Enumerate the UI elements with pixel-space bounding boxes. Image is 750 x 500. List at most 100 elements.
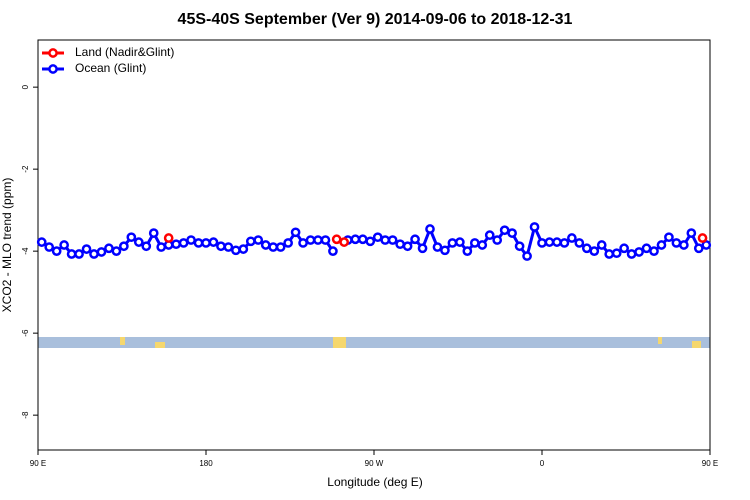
series-line [525, 226, 536, 257]
data-point [126, 232, 137, 243]
data-point [477, 240, 488, 250]
data-point [619, 243, 629, 254]
y-tick-label: 0 [21, 84, 30, 89]
data-point [141, 241, 152, 252]
data-point [697, 233, 708, 243]
data-point [402, 241, 413, 252]
data-point [268, 242, 279, 252]
map-strip [38, 337, 710, 348]
data-point [484, 230, 495, 241]
data-point [589, 246, 600, 256]
data-point [537, 238, 547, 248]
data-point [686, 228, 697, 238]
legend-label: Ocean (Glint) [75, 61, 146, 75]
data-point [372, 232, 383, 243]
x-tick-label: 90 W [365, 459, 384, 468]
data-point [634, 247, 644, 257]
data-point [380, 235, 391, 245]
data-point [567, 233, 577, 243]
data-point [59, 240, 69, 250]
data-point [320, 235, 331, 245]
data-point [66, 249, 77, 259]
data-point [81, 244, 92, 254]
data-point [313, 235, 323, 245]
data-point [238, 244, 249, 254]
data-point [499, 225, 510, 236]
data-point [201, 238, 211, 248]
data-point [395, 239, 405, 250]
y-tick-label: -6 [21, 329, 30, 337]
data-point [163, 233, 174, 243]
data-point [171, 239, 181, 250]
legend-marker [48, 64, 58, 74]
data-point [656, 240, 667, 250]
data-point [425, 224, 435, 234]
data-point [305, 235, 316, 245]
data-point [44, 242, 55, 252]
data-point [462, 246, 473, 256]
y-tick-label: -4 [21, 247, 30, 255]
data-point [649, 246, 659, 256]
data-point [119, 241, 129, 252]
legend-label: Land (Nadir&Glint) [75, 45, 174, 59]
data-point [36, 237, 47, 247]
data-point [148, 228, 159, 238]
data-point [339, 237, 349, 247]
data-point [208, 237, 219, 247]
data-point [51, 246, 62, 256]
data-point [552, 237, 562, 247]
data-point [193, 238, 204, 248]
data-point [298, 238, 308, 248]
data-point [455, 237, 465, 247]
data-point [611, 248, 622, 259]
data-point [544, 237, 555, 247]
data-point [156, 242, 167, 252]
data-point [260, 240, 271, 250]
data-point [290, 227, 301, 238]
data-point [664, 232, 674, 243]
chart-title: 45S-40S September (Ver 9) 2014-09-06 to … [178, 11, 573, 28]
y-axis-label: XCO2 - MLO trend (ppm) [0, 178, 14, 313]
data-point [701, 240, 712, 250]
data-point [596, 240, 607, 250]
data-point [133, 237, 144, 247]
data-point [231, 245, 241, 256]
data-point [216, 241, 226, 252]
data-point [350, 234, 361, 245]
data-point [328, 246, 338, 256]
data-point [679, 240, 689, 250]
x-axis-label: Longitude (deg E) [327, 475, 422, 489]
data-point [507, 228, 517, 238]
data-point [529, 222, 540, 232]
data-point [581, 243, 592, 254]
x-tick-label: 90 E [702, 459, 718, 468]
data-point [693, 243, 704, 254]
data-point [89, 249, 99, 259]
data-point [96, 247, 107, 257]
data-point [417, 243, 428, 254]
data-point [514, 241, 525, 252]
data-point [104, 243, 114, 254]
data-point [641, 243, 652, 254]
data-point [671, 238, 682, 248]
data-point [245, 236, 256, 247]
data-point [178, 238, 189, 248]
data-point [469, 238, 480, 248]
legend-marker [48, 48, 58, 58]
data-point [559, 238, 570, 248]
data-point [365, 236, 376, 247]
data-point [522, 251, 532, 261]
data-point [74, 249, 84, 259]
x-tick-label: 0 [540, 459, 545, 468]
data-point [492, 235, 503, 245]
data-point [357, 234, 368, 245]
data-point [440, 245, 450, 256]
data-point [186, 235, 196, 245]
data-point [331, 234, 342, 245]
data-point [275, 242, 286, 252]
x-tick-label: 180 [199, 459, 213, 468]
data-point [410, 234, 420, 245]
data-point [626, 249, 637, 259]
data-point [223, 242, 234, 252]
